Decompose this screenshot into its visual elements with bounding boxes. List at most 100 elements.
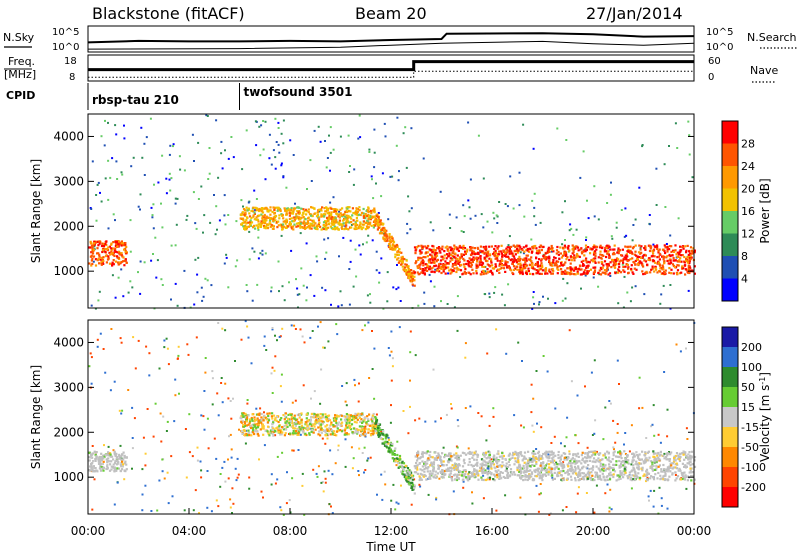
echo-point: [345, 426, 348, 429]
echo-point: [91, 252, 95, 255]
echo-point: [393, 449, 396, 452]
echo-point: [617, 271, 620, 274]
echo-point: [290, 418, 293, 421]
echo-point: [266, 208, 269, 211]
echo-point: [251, 419, 254, 422]
echo-point: [582, 272, 585, 275]
echo-point: [332, 424, 335, 427]
echo-point: [653, 255, 656, 258]
echo-point: [145, 345, 148, 348]
echo-point: [662, 266, 665, 269]
echo-point: [654, 265, 657, 268]
echo-point: [414, 262, 417, 265]
echo-point: [449, 257, 452, 260]
echo-point: [473, 253, 476, 256]
echo-point: [100, 462, 104, 466]
echo-point: [563, 244, 566, 247]
echo-point: [666, 408, 669, 411]
echo-point: [139, 260, 142, 263]
echo-point: [453, 267, 456, 270]
echo-point: [674, 259, 677, 262]
echo-point: [334, 227, 337, 230]
echo-point: [391, 357, 394, 360]
echo-point: [310, 412, 313, 415]
echo-point: [548, 259, 551, 262]
echo-point: [580, 462, 583, 465]
echo-point: [306, 427, 309, 430]
echo-point: [342, 415, 345, 418]
echo-point: [384, 483, 387, 486]
echo-point: [288, 217, 291, 221]
echo-point: [94, 307, 97, 310]
echo-point: [274, 156, 277, 159]
echo-point: [261, 215, 264, 218]
echo-point: [440, 417, 442, 420]
echo-point: [258, 214, 261, 217]
echo-point: [663, 163, 666, 166]
echo-point: [507, 460, 510, 464]
echo-point: [413, 275, 416, 278]
echo-point: [512, 207, 515, 210]
echo-point: [378, 281, 381, 284]
echo-point: [292, 225, 295, 228]
echo-point: [122, 463, 125, 466]
echo-point: [495, 214, 498, 217]
echo-point: [258, 458, 260, 461]
echo-point: [408, 471, 411, 475]
echo-point: [265, 349, 268, 351]
echo-point: [396, 258, 399, 261]
echo-point: [615, 271, 618, 274]
echo-point: [451, 269, 454, 272]
echo-point: [599, 244, 602, 247]
echo-point: [428, 265, 431, 268]
echo-point: [462, 469, 465, 472]
echo-point: [658, 258, 661, 261]
echo-point: [441, 245, 444, 248]
echo-point: [486, 263, 489, 266]
echo-point: [451, 251, 454, 254]
echo-point: [566, 246, 570, 249]
echo-point: [264, 252, 267, 255]
echo-point: [384, 234, 387, 237]
echo-point: [350, 220, 353, 224]
echo-point: [170, 177, 173, 180]
echo-point: [414, 249, 417, 252]
echo-point: [406, 222, 409, 225]
echo-point: [269, 225, 272, 228]
echo-point: [101, 467, 104, 470]
echo-point: [394, 508, 397, 511]
echo-point: [380, 231, 383, 235]
echo-point: [535, 370, 538, 372]
echo-point: [401, 466, 404, 469]
echo-point: [462, 486, 465, 489]
echo-point: [253, 211, 256, 214]
echo-point: [456, 329, 459, 332]
echo-point: [278, 425, 281, 428]
echo-point: [522, 426, 525, 429]
echo-point: [381, 432, 384, 435]
echo-point: [120, 458, 123, 461]
echo-point: [655, 167, 658, 170]
echo-point: [263, 224, 266, 228]
echo-point: [470, 263, 473, 266]
echo-point: [471, 246, 474, 249]
echo-point: [497, 268, 500, 271]
echo-point: [364, 213, 367, 216]
echo-point: [668, 262, 671, 265]
echo-point: [264, 178, 267, 181]
echo-point: [639, 260, 642, 263]
echo-point: [407, 432, 410, 435]
echo-point: [598, 269, 601, 272]
echo-point: [343, 218, 346, 221]
echo-point: [240, 429, 243, 433]
echo-point: [125, 468, 128, 471]
echo-point: [638, 376, 641, 379]
echo-point: [409, 405, 411, 408]
echo-point: [633, 267, 636, 270]
echo-point: [194, 258, 197, 261]
echo-point: [367, 234, 370, 237]
echo-point: [301, 214, 304, 217]
echo-point: [379, 437, 382, 440]
echo-point: [285, 423, 288, 426]
echo-point: [588, 468, 591, 471]
